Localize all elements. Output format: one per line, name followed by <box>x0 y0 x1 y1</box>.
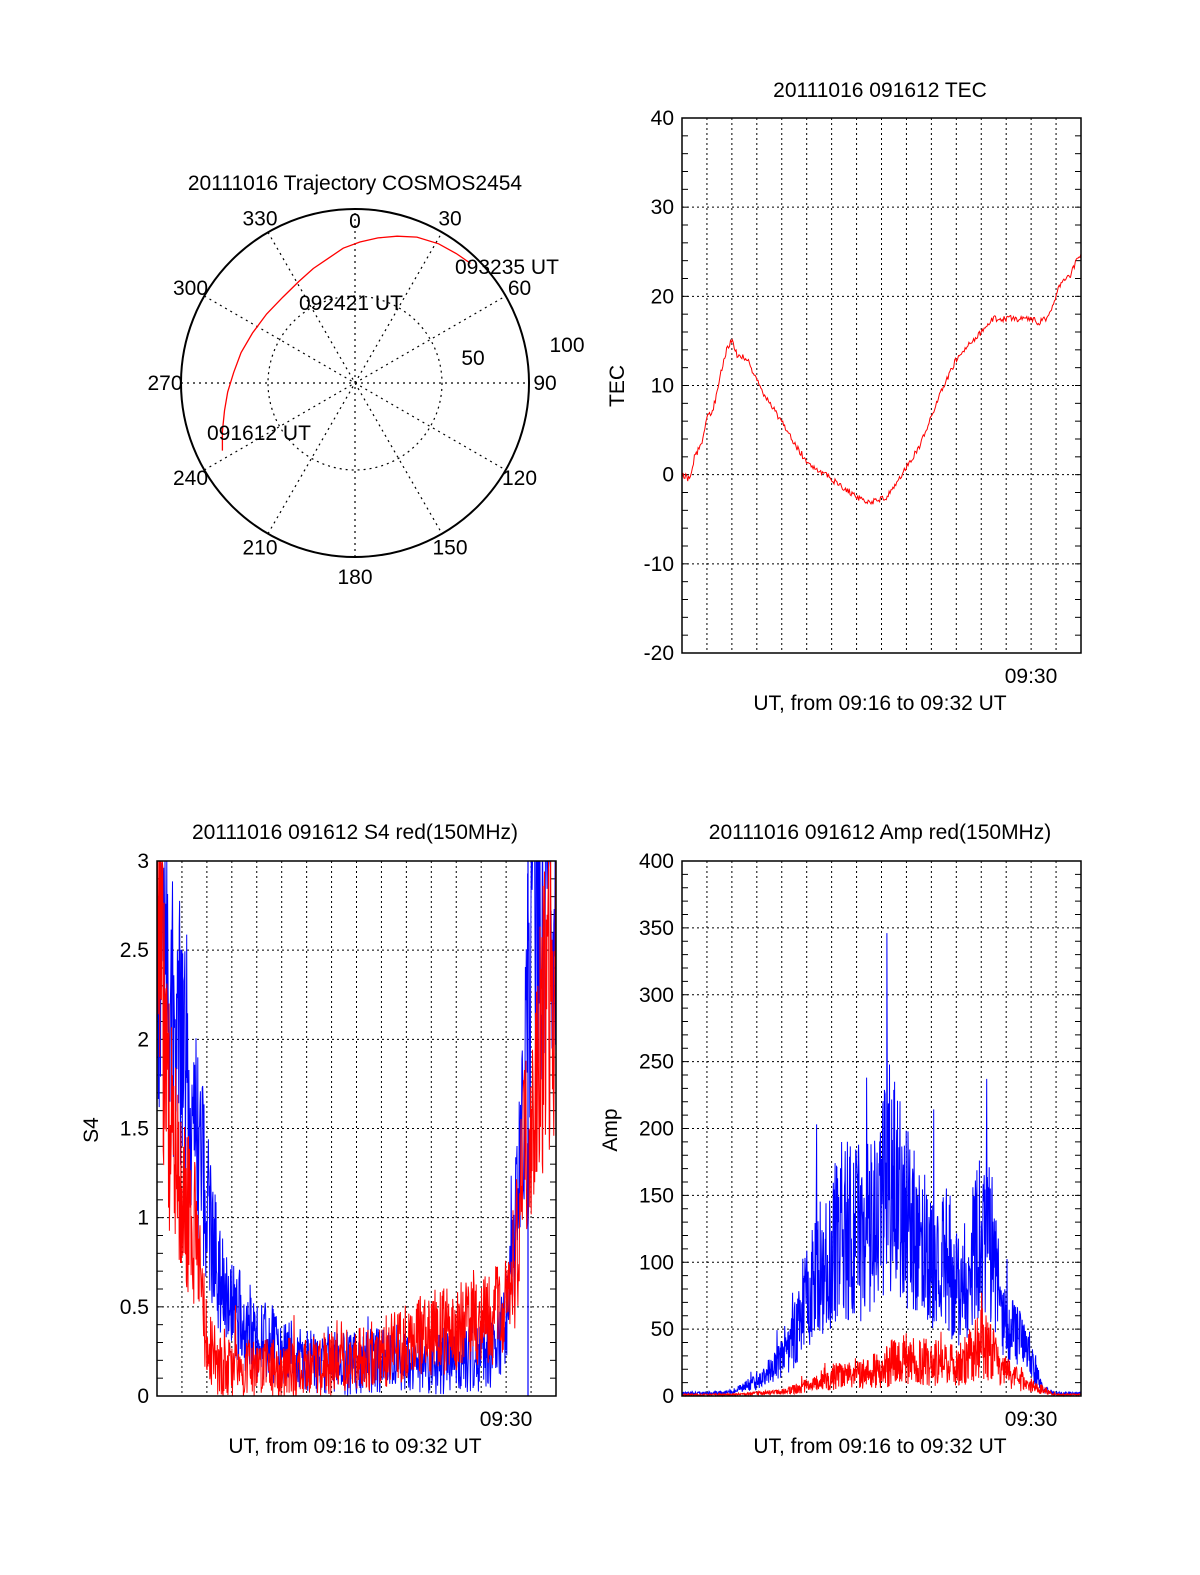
amp-title: 20111016 091612 Amp red(150MHz) <box>709 821 1051 844</box>
tec-x-tick-label: 09:30 <box>1005 665 1058 688</box>
polar-spoke <box>267 232 443 534</box>
polar-angle-label: 150 <box>432 537 467 560</box>
amp-x-axis-label: UT, from 09:16 to 09:32 UT <box>753 1435 1006 1458</box>
trajectory-label-mid: 092421 UT <box>299 292 403 315</box>
s4-y-tick-label: 1.5 <box>120 1118 149 1141</box>
tec-chart: 20111016 091612 TEC -20 -10 0 10 20 30 40 09:3… <box>606 79 1082 715</box>
polar-angle-label: 180 <box>337 566 372 589</box>
amp-x-tick-label: 09:30 <box>1005 1408 1058 1431</box>
polar-title: 20111016 Trajectory COSMOS2454 <box>188 172 523 195</box>
polar-angle-label: 270 <box>147 372 182 395</box>
polar-angle-label: 210 <box>242 537 277 560</box>
amp-chart: 20111016 091612 Amp red(150MHz) 0 50 100 15… <box>599 821 1082 1458</box>
s4-y-tick-label: 3 <box>137 850 149 873</box>
s4-title: 20111016 091612 S4 red(150MHz) <box>192 821 518 844</box>
amp-y-tick-label: 150 <box>639 1184 674 1207</box>
polar-spokes <box>181 209 529 557</box>
s4-y-tick-labels: 0 0.5 1 1.5 2 2.5 3 <box>120 850 149 1408</box>
amp-y-tick-label: 350 <box>639 917 674 940</box>
amp-y-tick-label: 200 <box>639 1118 674 1141</box>
s4-y-tick-label: 2 <box>137 1028 149 1051</box>
amp-series-line <box>681 933 1082 1397</box>
polar-angle-label: 90 <box>533 372 556 395</box>
polar-angle-label: 30 <box>438 208 461 231</box>
tec-y-tick-label: -10 <box>644 553 674 576</box>
amp-y-tick-labels: 0 50 100 150 200 250 300 350 400 <box>639 850 674 1408</box>
amp-y-axis-label: Amp <box>599 1108 622 1151</box>
tec-y-tick-label: 10 <box>651 375 674 398</box>
s4-series <box>156 860 557 1397</box>
amp-y-tick-label: 300 <box>639 984 674 1007</box>
polar-radius-label: 50 <box>461 347 484 370</box>
polar-radius-label: 100 <box>549 334 584 357</box>
tec-y-tick-labels: -20 -10 0 10 20 30 40 <box>644 107 674 665</box>
amp-y-tick-label: 100 <box>639 1251 674 1274</box>
polar-angle-label: 240 <box>173 467 208 490</box>
amp-series-line <box>681 1292 1082 1398</box>
s4-gridlines <box>157 861 556 1396</box>
polar-angle-label: 300 <box>173 277 208 300</box>
amp-y-tick-label: 50 <box>651 1318 674 1341</box>
tec-y-tick-label: -20 <box>644 642 674 665</box>
s4-y-axis-label: S4 <box>80 1117 103 1143</box>
polar-angle-label: 330 <box>242 208 277 231</box>
s4-x-tick-label: 09:30 <box>480 1408 533 1431</box>
polar-angle-label: 0 <box>349 210 361 233</box>
s4-series-line <box>156 860 557 1397</box>
tec-y-tick-label: 20 <box>651 285 674 308</box>
tec-y-tick-label: 0 <box>662 464 674 487</box>
tec-series <box>681 253 1082 505</box>
s4-y-tick-label: 1 <box>137 1207 149 1230</box>
polar-radius-labels: 50 100 <box>461 334 584 370</box>
amp-series <box>681 933 1082 1398</box>
tec-y-tick-label: 40 <box>651 107 674 130</box>
amp-gridlines <box>682 861 1081 1396</box>
tec-x-axis-label: UT, from 09:16 to 09:32 UT <box>753 692 1006 715</box>
s4-chart: 20111016 091612 S4 red(150MHz) 0 0.5 1 1.5 2… <box>80 821 557 1458</box>
amp-y-tick-label: 0 <box>662 1385 674 1408</box>
s4-y-tick-label: 2.5 <box>120 939 149 962</box>
s4-y-tick-label: 0 <box>137 1385 149 1408</box>
amp-y-tick-label: 400 <box>639 850 674 873</box>
polar-angle-labels: 0 30 60 90 120 150 180 210 240 270 300 330 <box>147 208 556 590</box>
s4-y-tick-label: 0.5 <box>120 1296 149 1319</box>
tec-plot-frame <box>681 117 1082 654</box>
trajectory-label-end: 093235 UT <box>455 256 559 279</box>
amp-y-tick-label: 250 <box>639 1051 674 1074</box>
polar-ring-50 <box>267 295 443 471</box>
tec-gridlines <box>682 118 1081 653</box>
tec-y-tick-label: 30 <box>651 196 674 219</box>
s4-x-axis-label: UT, from 09:16 to 09:32 UT <box>228 1435 481 1458</box>
tec-y-axis-label: TEC <box>606 365 629 407</box>
polar-trajectory-chart: 20111016 Trajectory COSMOS2454 0 30 60 90 12… <box>147 172 584 589</box>
polar-angle-label: 60 <box>508 277 531 300</box>
s4-plot-frame <box>156 860 557 1397</box>
tec-title: 20111016 091612 TEC <box>773 79 987 102</box>
amp-plot-frame <box>681 860 1082 1397</box>
trajectory-path <box>221 235 471 451</box>
tec-series-line <box>681 253 1082 505</box>
polar-angle-label: 120 <box>502 467 537 490</box>
trajectory-label-start: 091612 UT <box>207 422 311 445</box>
